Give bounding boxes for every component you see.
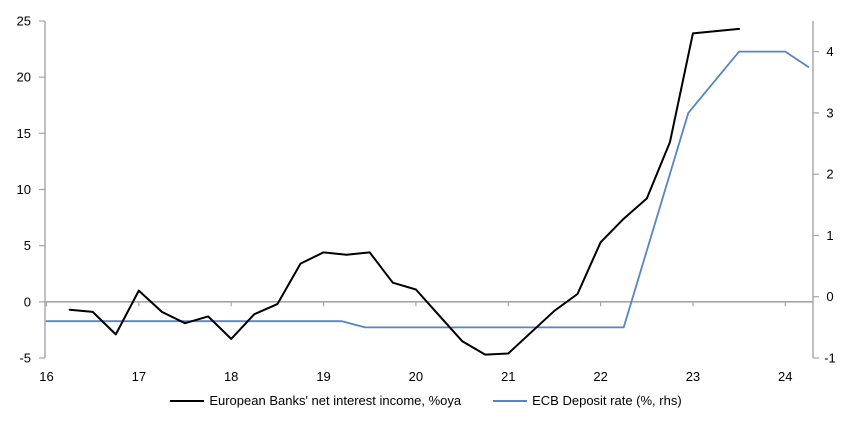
legend-line-swatch-blue (493, 399, 528, 402)
right-axis-label: 4 (826, 44, 833, 59)
x-axis-label: 23 (686, 369, 700, 384)
legend-label-net-interest-income: European Banks' net interest income, %oy… (209, 393, 462, 408)
legend-line-swatch-black (170, 399, 205, 402)
x-axis-label: 16 (39, 369, 53, 384)
x-axis-label: 24 (778, 369, 792, 384)
left-axis-label: 15 (17, 126, 31, 141)
x-axis-label: 19 (316, 369, 330, 384)
x-axis-label: 17 (132, 369, 146, 384)
x-axis-label: 18 (224, 369, 238, 384)
legend-item-ecb-deposit-rate: ECB Deposit rate (%, rhs) (493, 393, 682, 408)
right-axis-label: -1 (824, 351, 836, 366)
x-axis-label: 20 (409, 369, 423, 384)
left-axis-label: 10 (17, 182, 31, 197)
x-axis-label: 21 (501, 369, 515, 384)
left-axis-label: -5 (19, 351, 31, 366)
left-axis-label: 20 (17, 70, 31, 85)
right-axis-label: 3 (826, 105, 833, 120)
left-axis-label: 25 (17, 14, 31, 29)
series-line-ecb-deposit-rate (45, 50, 810, 329)
x-axis-label: 22 (593, 369, 607, 384)
right-axis-label: 1 (826, 228, 833, 243)
right-axis-label: 0 (826, 289, 833, 304)
chart-legend: European Banks' net interest income, %oy… (0, 393, 852, 408)
legend-label-ecb-deposit-rate: ECB Deposit rate (%, rhs) (532, 393, 682, 408)
right-axis-label: 2 (826, 167, 833, 182)
left-axis-label: 0 (24, 294, 31, 309)
series-line-net-interest-income (68, 27, 741, 356)
left-axis-label: 5 (24, 238, 31, 253)
legend-item-net-interest-income: European Banks' net interest income, %oy… (170, 393, 461, 408)
